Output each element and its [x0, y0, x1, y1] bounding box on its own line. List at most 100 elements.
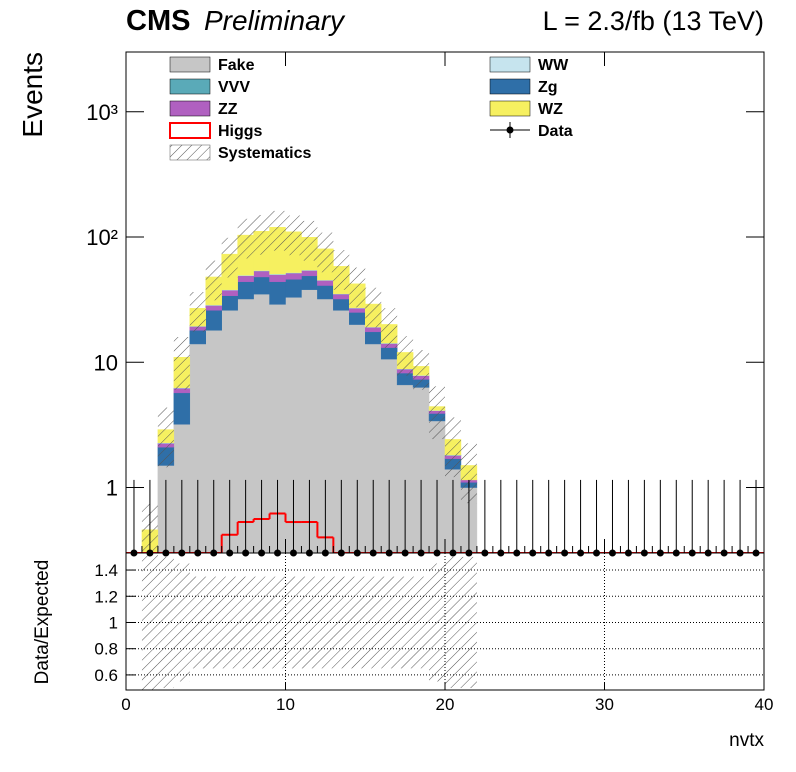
data-point	[146, 549, 154, 557]
main-plot	[126, 210, 764, 553]
stack-bar	[237, 275, 254, 282]
stack-bar	[333, 293, 350, 300]
stack-bar	[269, 281, 286, 305]
legend-swatch	[169, 144, 211, 161]
preliminary-label: Preliminary	[204, 5, 346, 36]
stack-bar	[189, 330, 207, 345]
data-point	[497, 549, 505, 557]
stack-bar	[285, 272, 302, 280]
data-point	[162, 549, 170, 557]
y-axis-title: Events	[17, 52, 48, 138]
stack-bar	[380, 347, 398, 360]
data-point	[242, 549, 250, 557]
ratio-y-tick-label: 1.2	[94, 587, 118, 606]
systematics-band	[301, 220, 318, 261]
data-point	[720, 549, 728, 557]
ratio-systematics-band	[365, 576, 382, 669]
axes: 0 10 20 30 40 1 10 10² 10³ 0.6 0.8 1 1.2 1.4	[86, 51, 774, 714]
x-tick-label: 20	[436, 695, 455, 714]
data-point	[258, 549, 266, 557]
y-tick-label: 10²	[86, 225, 118, 250]
ratio-systematics-band	[269, 576, 286, 669]
legend-label: WZ	[538, 101, 563, 118]
legend-swatch	[169, 122, 211, 139]
legend-swatch	[489, 78, 531, 95]
stack-bar	[269, 274, 286, 282]
y-tick-label: 10	[94, 350, 118, 375]
stack-bar	[205, 305, 222, 311]
stack-bar	[349, 307, 366, 313]
ratio-y-tick-label: 1	[109, 613, 118, 632]
systematics-band	[445, 417, 461, 478]
legend-label: Fake	[218, 57, 255, 74]
ratio-systematics-band	[445, 556, 461, 689]
data-point	[353, 549, 361, 557]
data-point	[608, 549, 616, 557]
ratio-systematics-band	[285, 576, 302, 669]
systematics-band	[317, 232, 334, 273]
ratio-axis-title: Data/Expected	[32, 560, 53, 685]
legend-label: WW	[538, 57, 569, 74]
data-point	[736, 549, 744, 557]
systematics-band	[365, 287, 382, 328]
legend-label: Systematics	[218, 145, 311, 162]
systematics-band	[413, 350, 430, 390]
legend-label: VVV	[218, 79, 250, 96]
systematics-band	[205, 260, 222, 301]
stack-bar	[237, 281, 254, 300]
ratio-systematics-band	[413, 576, 430, 669]
x-tick-label: 40	[755, 695, 774, 714]
data-point	[656, 549, 664, 557]
stack-bar	[173, 392, 191, 425]
x-tick-label: 0	[121, 695, 130, 714]
data-point	[561, 549, 569, 557]
stack-bar	[333, 298, 350, 311]
legend-swatch	[506, 126, 514, 134]
data-point	[640, 549, 648, 557]
systematics-band	[349, 267, 366, 308]
ratio-systematics-band	[429, 563, 445, 682]
systematics-band	[381, 308, 398, 348]
stack-bar	[317, 285, 334, 300]
data-point	[704, 549, 712, 557]
stack-bar	[301, 275, 318, 290]
systematics-band	[157, 407, 174, 468]
legend-swatch	[489, 56, 531, 73]
y-tick-label: 1	[106, 476, 118, 501]
systematics-band	[333, 250, 350, 290]
ratio-systematics-band	[173, 563, 190, 682]
systematics-band	[460, 443, 477, 504]
systematics-band	[285, 215, 302, 256]
data-point	[321, 549, 329, 557]
stack-bar	[365, 327, 382, 333]
ratio-y-tick-label: 0.6	[94, 666, 118, 685]
data-point	[417, 549, 425, 557]
stack-bar	[253, 270, 270, 278]
legend-label: Zg	[538, 79, 558, 96]
ratio-systematics-band	[141, 553, 158, 690]
y-tick-label: 10³	[86, 100, 118, 125]
data-point	[210, 549, 218, 557]
cms-label: CMS	[126, 5, 190, 37]
systematics-band	[269, 210, 286, 251]
systematics-band	[221, 237, 238, 278]
data-point	[226, 549, 234, 557]
data-point	[481, 549, 489, 557]
stack-bar	[349, 312, 366, 325]
data-point	[337, 549, 345, 557]
data-point	[289, 549, 297, 557]
stack-bar	[253, 276, 270, 295]
legend-swatch	[169, 56, 211, 73]
data-point	[274, 549, 282, 557]
legend: Fake Zg ZZ VVV WW WZ Higgs Data Systematics	[169, 56, 573, 162]
data-point	[194, 549, 202, 557]
x-axis-title: nvtx	[729, 730, 764, 751]
systematics-band	[253, 214, 270, 255]
data-point	[577, 549, 585, 557]
systematics-band	[173, 337, 190, 390]
data-point	[385, 549, 393, 557]
x-tick-label: 30	[595, 695, 614, 714]
legend-label: ZZ	[218, 101, 238, 118]
data-point	[545, 549, 553, 557]
